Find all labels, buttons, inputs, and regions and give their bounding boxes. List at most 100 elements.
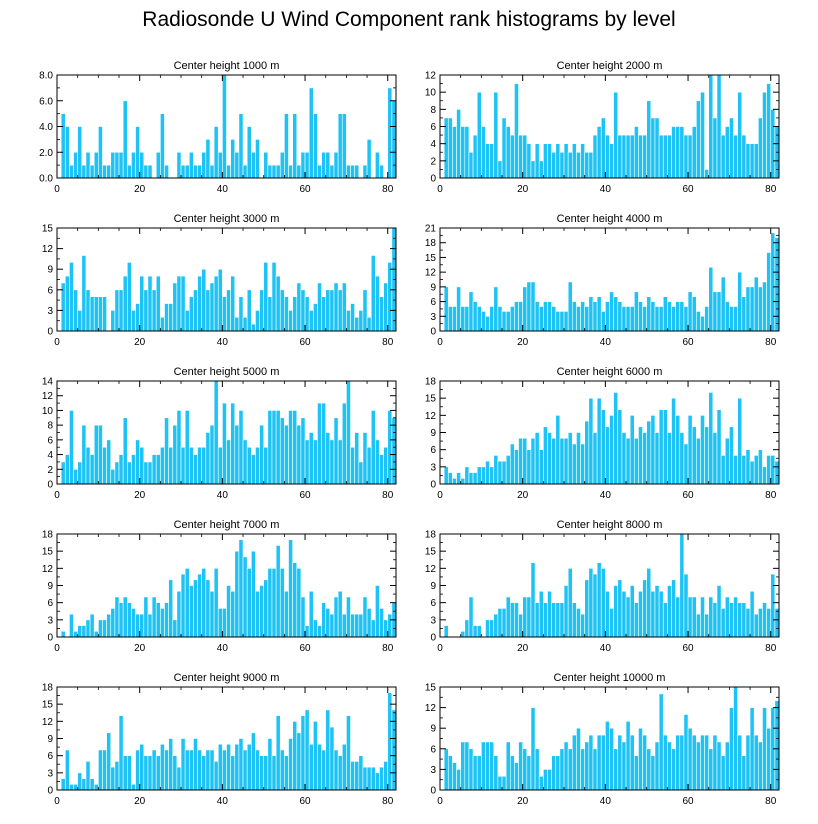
bar bbox=[77, 772, 83, 791]
bar bbox=[300, 151, 306, 179]
bar bbox=[509, 755, 515, 791]
bar bbox=[267, 164, 273, 179]
bar bbox=[642, 432, 648, 485]
bar bbox=[279, 151, 285, 179]
x-tick-label: 0 bbox=[54, 796, 60, 807]
y-tick-label: 18 bbox=[42, 683, 54, 694]
bar bbox=[720, 608, 726, 638]
bar bbox=[555, 602, 561, 638]
bar bbox=[106, 439, 112, 485]
bar bbox=[567, 281, 573, 332]
bar bbox=[687, 134, 693, 179]
bar bbox=[184, 568, 190, 638]
bar bbox=[64, 454, 70, 485]
bar bbox=[658, 134, 664, 179]
bar bbox=[571, 443, 577, 485]
panel-title: Center height 8000 m bbox=[557, 519, 663, 531]
bar bbox=[180, 446, 186, 485]
bar bbox=[679, 734, 685, 791]
bar bbox=[226, 743, 231, 791]
bar bbox=[621, 134, 627, 179]
y-tick-label: 9 bbox=[430, 282, 436, 293]
bar bbox=[284, 113, 289, 179]
bar bbox=[98, 126, 103, 179]
bar bbox=[481, 126, 486, 179]
bar bbox=[704, 169, 710, 179]
bar bbox=[329, 289, 335, 332]
bar bbox=[567, 432, 573, 485]
bar bbox=[147, 164, 153, 179]
bar bbox=[329, 726, 335, 791]
panel-5: Center height 5000 m 0 20 40 60 80 0 2 4 6 8 10 12 14 bbox=[42, 366, 397, 501]
bar bbox=[605, 134, 610, 179]
bar bbox=[308, 743, 314, 791]
bar bbox=[147, 275, 153, 332]
bar bbox=[242, 439, 248, 485]
bar bbox=[456, 286, 461, 332]
bar bbox=[753, 276, 759, 332]
bar bbox=[383, 761, 389, 791]
bar bbox=[230, 139, 236, 179]
bar bbox=[114, 596, 120, 638]
bar bbox=[675, 301, 681, 332]
bar bbox=[288, 310, 293, 332]
bar bbox=[259, 585, 265, 638]
bar bbox=[749, 143, 755, 179]
bar bbox=[263, 579, 269, 638]
bar bbox=[114, 461, 120, 485]
bar bbox=[60, 778, 66, 791]
bar bbox=[188, 151, 194, 179]
bar bbox=[168, 446, 174, 485]
y-tick-label: 10 bbox=[425, 88, 437, 99]
bar bbox=[584, 420, 590, 485]
y-tick-label: 12 bbox=[42, 717, 54, 728]
bar bbox=[234, 151, 240, 179]
bar bbox=[683, 714, 689, 791]
bar bbox=[671, 397, 676, 485]
bar bbox=[464, 466, 470, 485]
bar bbox=[460, 126, 466, 179]
panel-title: Center height 9000 m bbox=[174, 672, 280, 684]
bar bbox=[135, 613, 140, 638]
bar bbox=[658, 590, 664, 638]
bar bbox=[460, 630, 466, 638]
bar bbox=[85, 619, 91, 638]
bar bbox=[559, 602, 565, 638]
bar bbox=[600, 568, 606, 638]
bar bbox=[617, 734, 623, 791]
bar bbox=[222, 74, 227, 179]
bar bbox=[671, 306, 676, 332]
bar bbox=[350, 613, 355, 638]
bar bbox=[642, 734, 648, 791]
bar bbox=[304, 625, 310, 638]
bar bbox=[638, 590, 643, 638]
bar bbox=[279, 568, 285, 638]
bar bbox=[580, 613, 585, 638]
bar bbox=[472, 625, 478, 638]
bar bbox=[733, 596, 738, 638]
bar bbox=[687, 415, 693, 485]
bar bbox=[197, 164, 202, 179]
bar bbox=[609, 143, 614, 179]
bar bbox=[634, 126, 639, 179]
bar bbox=[762, 466, 767, 485]
bar bbox=[251, 151, 256, 179]
bar bbox=[350, 446, 355, 485]
y-tick-label: 15 bbox=[42, 224, 54, 235]
bar bbox=[609, 727, 614, 791]
x-tick-label: 80 bbox=[765, 490, 777, 501]
bar bbox=[741, 296, 747, 332]
bar bbox=[271, 410, 277, 485]
bar bbox=[139, 613, 145, 638]
bar bbox=[255, 749, 260, 791]
bar bbox=[155, 454, 161, 485]
bar bbox=[180, 573, 186, 638]
y-tick-label: 12 bbox=[425, 268, 437, 279]
bar bbox=[667, 134, 672, 179]
x-tick-label: 20 bbox=[517, 490, 529, 501]
bar bbox=[160, 608, 165, 638]
bar bbox=[93, 296, 99, 332]
bar bbox=[85, 446, 91, 485]
bar bbox=[222, 296, 227, 332]
